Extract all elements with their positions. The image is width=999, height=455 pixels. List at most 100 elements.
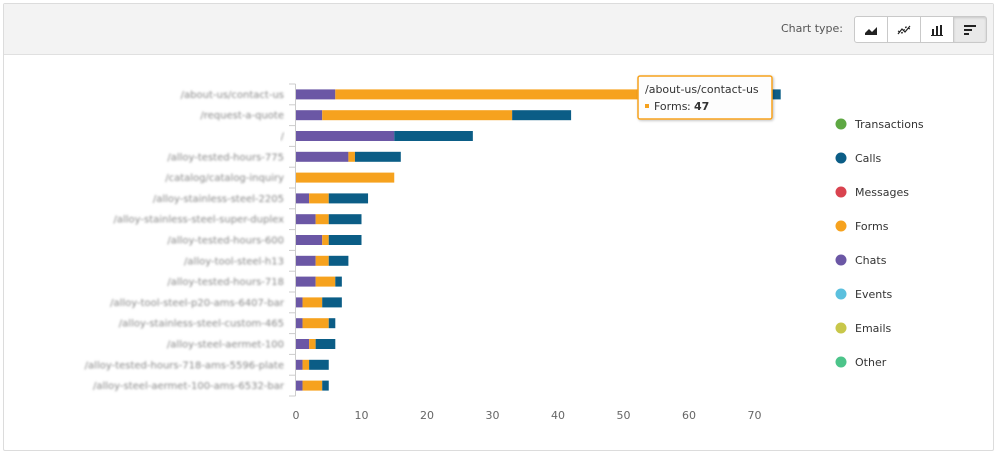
bar-chart-button[interactable]: [953, 16, 987, 43]
bar-chats: [296, 255, 316, 266]
legend-swatch: [835, 288, 847, 300]
chart-tooltip: /about-us/contact-us Forms:47: [637, 75, 773, 120]
category-label: /alloy-stainless-steel-2205: [153, 194, 284, 205]
legend-label: Messages: [855, 186, 909, 199]
legend-swatch: [835, 220, 847, 232]
x-tick-label: 10: [355, 409, 369, 422]
bar-forms: [348, 151, 355, 162]
chart-type-label: Chart type:: [780, 22, 843, 35]
bar-chart-icon: [964, 24, 976, 35]
category-label: /catalog/catalog-inquiry: [165, 173, 284, 184]
bar-chats: [296, 297, 303, 308]
x-tick-label: 0: [293, 409, 300, 422]
bar-forms: [315, 255, 329, 266]
bar-forms: [322, 110, 513, 121]
legend-item-forms: Forms: [835, 220, 889, 233]
bar-chats: [296, 89, 336, 100]
bar-chats: [296, 214, 316, 225]
bar-calls: [328, 214, 362, 225]
bar-calls: [328, 193, 369, 204]
legend-swatch: [835, 152, 847, 164]
tooltip-series-label: Forms: [654, 100, 688, 113]
tooltip-value: 47: [694, 100, 709, 113]
x-tick-label: 20: [420, 409, 434, 422]
category-label: /alloy-tested-hours-600: [167, 236, 284, 247]
bar-forms: [302, 297, 323, 308]
chart-toolbar: Chart type:: [4, 4, 993, 55]
bar-calls: [322, 297, 342, 308]
bar-chats: [296, 318, 303, 329]
legend-label: Events: [855, 288, 893, 301]
legend-item-events: Events: [835, 288, 893, 301]
legend-swatch: [835, 356, 847, 368]
legend-swatch: [835, 254, 847, 266]
bar-forms: [309, 339, 316, 349]
x-tick-label: 40: [551, 409, 565, 422]
legend-label: Forms: [855, 220, 889, 233]
bar-calls: [315, 339, 336, 349]
legend-item-calls: Calls: [835, 152, 882, 165]
category-label: /alloy-stainless-steel-custom-465: [119, 319, 284, 330]
tooltip-separator: :: [687, 100, 691, 113]
legend-item-transactions: Transactions: [835, 118, 924, 131]
bar-chats: [296, 110, 323, 121]
bar-forms: [302, 359, 310, 370]
category-label: /alloy-tested-hours-775: [167, 152, 284, 163]
line-chart-icon: [897, 25, 911, 34]
bar-chats: [296, 339, 310, 349]
x-tick-label: 60: [682, 409, 696, 422]
column-chart-icon: [931, 24, 943, 36]
bar-calls: [512, 110, 572, 121]
category-label: /alloy-tool-steel-p20-ams-6407-bar: [110, 298, 285, 309]
bar-forms: [315, 276, 336, 287]
category-label: /: [281, 132, 285, 143]
bar-chats: [296, 151, 349, 162]
x-tick-label: 30: [486, 409, 500, 422]
category-label: /alloy-tool-steel-h13: [184, 256, 284, 267]
tooltip-category: /about-us/contact-us: [645, 83, 759, 96]
legend-swatch: [835, 186, 847, 198]
bar-forms: [302, 380, 323, 391]
bar-calls: [328, 255, 349, 266]
bar-calls: [328, 318, 336, 329]
chart-type-switcher: [854, 16, 987, 43]
bar-forms: [335, 89, 644, 100]
category-label: /alloy-steel-aermet-100-ams-6532-bar: [93, 381, 285, 392]
column-chart-button[interactable]: [920, 16, 954, 43]
x-tick-label: 70: [748, 409, 762, 422]
legend-swatch: [835, 322, 847, 334]
bar-chats: [296, 380, 303, 391]
x-tick-label: 50: [617, 409, 631, 422]
bar-forms: [302, 318, 329, 329]
legend-item-emails: Emails: [835, 322, 892, 335]
bar-calls: [354, 151, 401, 162]
bar-forms: [309, 193, 329, 204]
category-label: /request-a-quote: [200, 111, 284, 122]
legend-item-messages: Messages: [835, 186, 909, 199]
area-chart-icon: [865, 26, 877, 35]
bar-calls: [335, 276, 342, 287]
category-label: /alloy-stainless-steel-super-duplex: [113, 215, 284, 226]
bar-calls: [394, 131, 473, 141]
legend-label: Chats: [855, 254, 887, 267]
bar-calls: [309, 359, 329, 370]
category-label: /about-us/contact-us: [181, 90, 284, 101]
bar-calls: [322, 380, 329, 391]
legend-label: Emails: [855, 322, 892, 335]
legend-label: Other: [855, 356, 887, 369]
category-label: /alloy-steel-aermet-100: [167, 340, 284, 351]
legend-label: Transactions: [854, 118, 924, 131]
bar-calls: [328, 235, 362, 245]
tooltip-box: [637, 75, 773, 120]
bar-chats: [296, 276, 316, 287]
bar-forms: [296, 172, 395, 183]
chart-legend: Transactions Calls Messages Forms Chats Event…: [835, 118, 924, 369]
bar-chats: [296, 235, 323, 245]
bar-chats: [296, 131, 395, 141]
tooltip-swatch: [645, 104, 649, 108]
legend-item-chats: Chats: [835, 254, 887, 267]
bar-chats: [296, 193, 310, 204]
legend-swatch: [835, 118, 847, 130]
plot-area: /about-us/contact-us/request-a-quote / /al…: [85, 83, 781, 422]
